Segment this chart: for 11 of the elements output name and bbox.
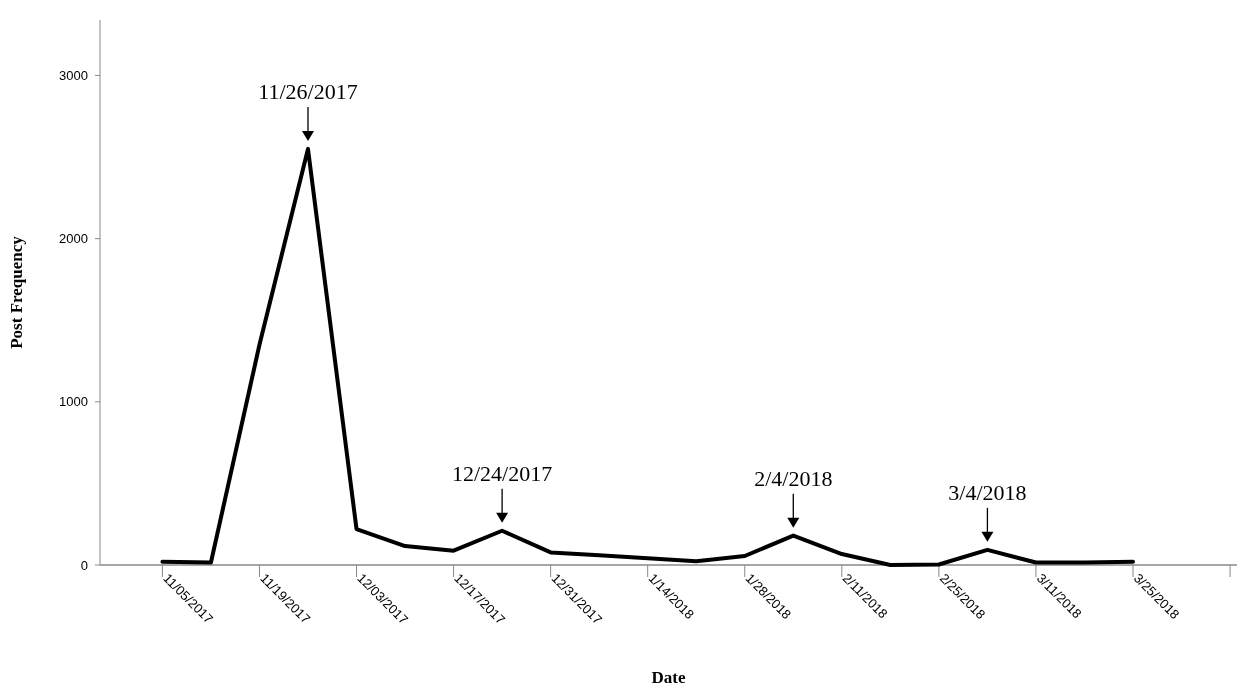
y-tick-label: 0 (80, 557, 88, 573)
line-series (160, 146, 1136, 567)
y-tick-label: 3000 (59, 68, 88, 84)
annotation: 2/4/2018 (754, 465, 833, 491)
y-tick-label: 2000 (59, 231, 88, 247)
y-tick-label: 1000 (59, 394, 88, 410)
annotation: 11/26/2017 (258, 78, 358, 104)
annotation: 3/4/2018 (948, 479, 1027, 505)
x-axis-title: Date (651, 668, 686, 687)
y-axis-title: Post Frequency (7, 235, 26, 349)
annotation: 12/24/2017 (451, 460, 553, 486)
